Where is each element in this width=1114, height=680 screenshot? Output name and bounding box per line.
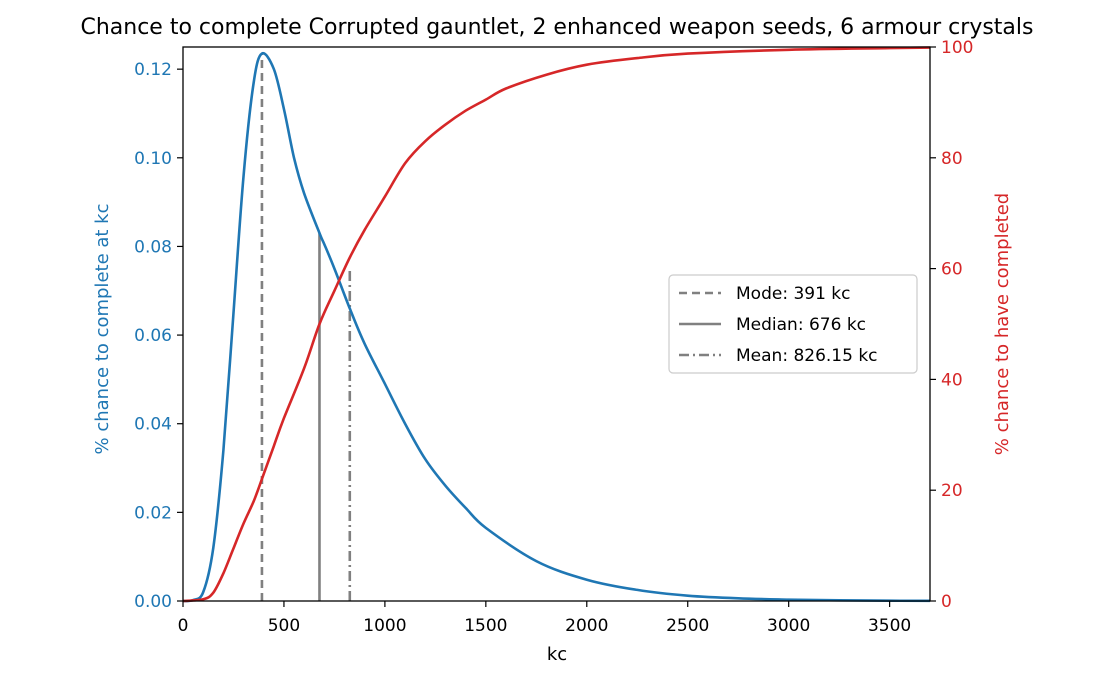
x-tick-label: 3500 bbox=[868, 616, 911, 636]
x-tick-label: 3000 bbox=[767, 616, 810, 636]
x-tick-label: 0 bbox=[178, 616, 189, 636]
legend-label: Mode: 391 kc bbox=[736, 284, 851, 304]
legend: Mode: 391 kc Median: 676 kc Mean: 826.15 k… bbox=[668, 274, 918, 374]
left-tick-label: 0.10 bbox=[134, 149, 172, 169]
left-tick-label: 0.06 bbox=[134, 326, 172, 346]
right-tick-label: 60 bbox=[941, 260, 963, 280]
series-line-left bbox=[182, 51, 931, 603]
legend-label: Mean: 826.15 kc bbox=[736, 346, 878, 366]
right-tick-label: 0 bbox=[941, 592, 952, 612]
right-tick-label: 20 bbox=[941, 481, 963, 501]
left-tick-label: 0.00 bbox=[134, 592, 172, 612]
right-y-axis-label: % chance to have completed bbox=[992, 193, 1013, 455]
right-tick-label: 80 bbox=[941, 149, 963, 169]
x-tick-label: 2500 bbox=[666, 616, 709, 636]
left-tick-label: 0.02 bbox=[134, 503, 172, 523]
right-tick-label: 40 bbox=[941, 370, 963, 390]
right-tick-label: 100 bbox=[941, 38, 973, 58]
series-line-right bbox=[182, 46, 931, 603]
x-tick-label: 500 bbox=[268, 616, 300, 636]
x-tick-label: 1000 bbox=[363, 616, 406, 636]
x-axis-label: kc bbox=[547, 644, 567, 665]
x-tick-label: 1500 bbox=[464, 616, 507, 636]
x-tick-label: 2000 bbox=[565, 616, 608, 636]
plot-area: 0 500 1000 1500 2000 2500 3000 35000.000.020.04… bbox=[134, 38, 973, 636]
legend-box bbox=[668, 274, 918, 374]
left-y-axis-label: % chance to complete at kc bbox=[92, 204, 113, 455]
plot-frame bbox=[182, 46, 931, 602]
left-tick-label: 0.12 bbox=[134, 60, 172, 80]
left-tick-label: 0.08 bbox=[134, 237, 172, 257]
chart-title: Chance to complete Corrupted gauntlet, 2… bbox=[80, 15, 1033, 40]
left-tick-label: 0.04 bbox=[134, 415, 172, 435]
legend-label: Median: 676 kc bbox=[736, 315, 866, 335]
